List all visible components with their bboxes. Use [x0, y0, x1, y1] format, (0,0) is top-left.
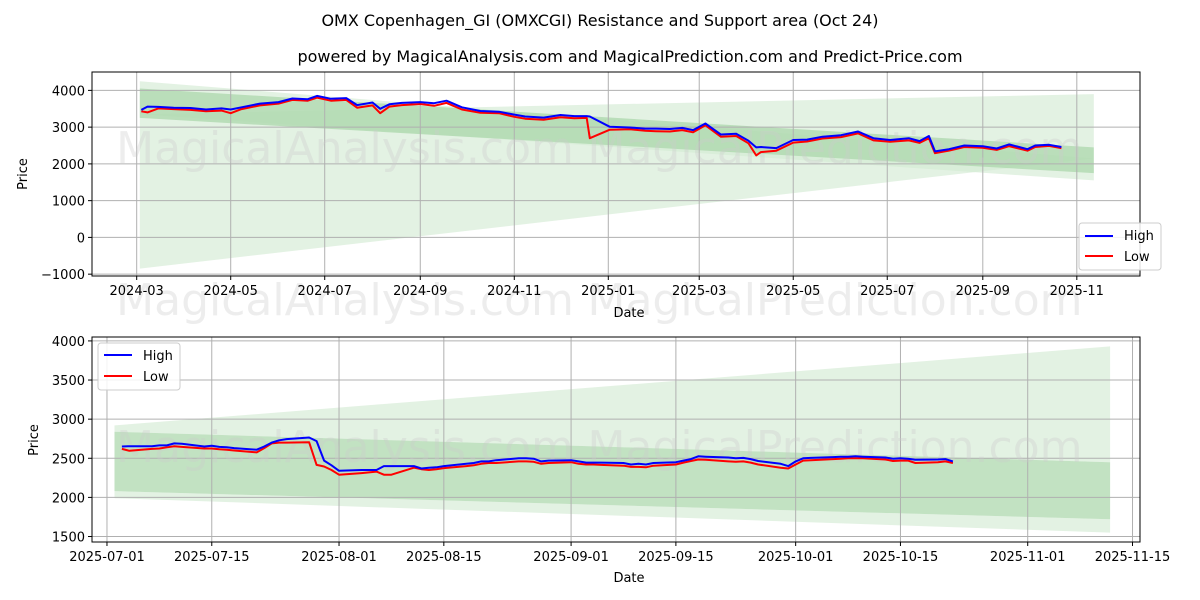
top-ytick-label-0: −1000	[41, 268, 85, 283]
bottom-y-ticks: 1500 2000 2500 3000 3500 4000	[52, 335, 92, 546]
top-legend-low-label: Low	[1124, 250, 1150, 265]
top-plot-frame	[91, 71, 1141, 277]
bottom-series-low	[121, 441, 954, 476]
bottom-ytick-label-2: 2500	[52, 452, 85, 467]
bottom-x-axis-label: Date	[613, 571, 644, 586]
bottom-xtick-label-0: 2025-07-01	[69, 550, 145, 565]
top-x-axis-label: Date	[613, 306, 644, 321]
top-y-axis-label: Price	[16, 158, 31, 190]
watermark-analysis: MagicalAnalysis.com	[116, 123, 574, 174]
top-xtick-label-3: 2024-09	[393, 284, 447, 299]
top-bands	[139, 81, 1094, 269]
bottom-plot-frame	[91, 336, 1141, 543]
bottom-xtick-label-9: 2025-11-15	[1095, 550, 1171, 565]
top-xtick-label-10: 2025-11	[1050, 284, 1104, 299]
bottom-panel: MagicalAnalysis.com MagicalPrediction.co…	[27, 335, 1170, 586]
top-ytick-label-5: 4000	[52, 84, 85, 99]
top-xtick-label-7: 2025-05	[766, 284, 820, 299]
top-ytick-label-2: 1000	[52, 195, 85, 210]
top-watermark: MagicalAnalysis.com MagicalPrediction.co…	[116, 123, 1082, 326]
top-grid	[92, 72, 1140, 276]
bottom-xtick-label-7: 2025-10-15	[863, 550, 939, 565]
top-ytick-label-4: 3000	[52, 121, 85, 136]
top-legend: High Low	[1078, 222, 1162, 271]
bottom-series-high	[121, 436, 954, 472]
top-xtick-label-6: 2025-03	[672, 284, 726, 299]
top-ytick-label-1: 0	[77, 231, 85, 246]
top-xtick-label-8: 2025-07	[860, 284, 914, 299]
top-xtick-label-2: 2024-07	[298, 284, 352, 299]
watermark-analysis-lower: MagicalAnalysis.com	[116, 275, 574, 326]
top-xtick-label-5: 2025-01	[581, 284, 635, 299]
top-xtick-label-0: 2024-03	[110, 284, 164, 299]
bottom-xtick-label-4: 2025-09-01	[533, 550, 609, 565]
bottom-legend: High Low	[97, 342, 181, 391]
bottom-xtick-label-1: 2025-07-15	[174, 550, 250, 565]
bottom-legend-low-label: Low	[143, 370, 169, 385]
top-x-ticks: 2024-03 2024-05 2024-07 2024-09 2024-11 2025-…	[110, 276, 1104, 299]
bottom-y-axis-label: Price	[27, 424, 42, 456]
bottom-xtick-label-3: 2025-08-15	[406, 550, 482, 565]
bottom-xtick-label-5: 2025-09-15	[638, 550, 714, 565]
bottom-ytick-label-5: 4000	[52, 335, 85, 350]
top-xtick-label-9: 2025-09	[956, 284, 1010, 299]
bottom-ytick-label-1: 2000	[52, 491, 85, 506]
top-series-high	[140, 94, 1062, 153]
bottom-x-ticks: 2025-07-01 2025-07-15 2025-08-01 2025-08-15…	[69, 542, 1170, 565]
bottom-band-light-0	[114, 346, 1111, 463]
bottom-ytick-label-4: 3500	[52, 374, 85, 389]
chart-title: OMX Copenhagen_GI (OMXCGI) Resistance an…	[321, 11, 878, 31]
bottom-lines	[121, 436, 954, 476]
top-series-low	[141, 96, 1062, 157]
bottom-xtick-label-2: 2025-08-01	[301, 550, 377, 565]
bottom-band-light-1	[114, 491, 1111, 533]
top-xtick-label-1: 2024-05	[204, 284, 258, 299]
bottom-ytick-label-0: 1500	[52, 531, 85, 546]
bottom-xtick-label-8: 2025-11-01	[990, 550, 1066, 565]
watermark-prediction-lower: MagicalPrediction.com	[588, 275, 1083, 326]
bottom-grid	[92, 337, 1140, 542]
bottom-legend-high-label: High	[143, 349, 173, 364]
chart-subtitle: powered by MagicalAnalysis.com and Magic…	[297, 47, 962, 66]
top-legend-box	[1078, 222, 1162, 271]
top-lines	[140, 94, 1062, 157]
top-legend-high-label: High	[1124, 229, 1154, 244]
bottom-ytick-label-3: 3000	[52, 413, 85, 428]
top-ytick-label-3: 2000	[52, 158, 85, 173]
bottom-xtick-label-6: 2025-10-01	[758, 550, 834, 565]
top-y-ticks: −1000 0 1000 2000 3000 4000	[41, 84, 92, 283]
top-band-dark-2	[139, 88, 1094, 174]
top-xtick-label-4: 2024-11	[487, 284, 541, 299]
top-panel: MagicalAnalysis.com MagicalPrediction.co…	[16, 71, 1162, 326]
